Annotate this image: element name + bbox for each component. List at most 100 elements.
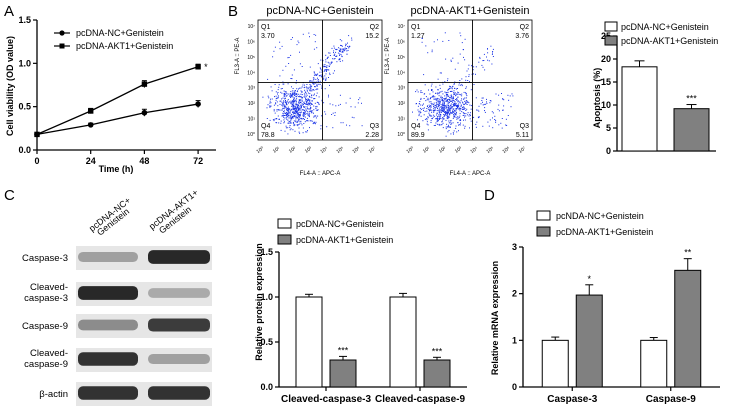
- flow-dot: [422, 120, 424, 122]
- flow-dot: [508, 99, 510, 101]
- flow-dot: [444, 81, 446, 83]
- flow-dot: [435, 99, 437, 101]
- flow-dot: [459, 94, 461, 96]
- flow-plot-frame: [257, 19, 383, 141]
- flow-dot: [299, 132, 301, 134]
- flow-dot: [282, 113, 284, 115]
- flow-dot: [313, 77, 315, 79]
- flow-dot: [453, 108, 455, 110]
- flow-dot: [287, 93, 289, 95]
- flow-dot: [279, 103, 281, 105]
- chart-a-point-akt1: [141, 81, 148, 87]
- flow-dot: [442, 108, 444, 110]
- flow-dot: [437, 104, 439, 106]
- chart-a-point-nc: [87, 122, 94, 128]
- flow-dot: [281, 92, 283, 94]
- flow-dot: [492, 56, 494, 57]
- flow-dot: [307, 107, 308, 109]
- flow-dot: [292, 92, 294, 94]
- flow-dot: [447, 108, 449, 110]
- flow-dot: [465, 97, 467, 99]
- flow-dot: [435, 86, 437, 88]
- blot-band: [78, 286, 138, 300]
- flow-dot: [438, 110, 440, 112]
- flow-dot: [446, 92, 448, 94]
- flow-dot: [438, 124, 440, 126]
- flow-dot: [324, 64, 326, 65]
- flow-dot: [295, 113, 297, 115]
- flow-dot: [295, 90, 296, 92]
- flow-dot: [307, 112, 309, 114]
- flow-dot: [424, 84, 426, 86]
- flow-dot: [281, 104, 283, 106]
- flow-dot: [442, 40, 444, 42]
- flow-dot: [279, 48, 281, 50]
- flow-dot: [439, 103, 441, 105]
- chart-c-xtick-label: Cleaved-caspase-3: [281, 394, 371, 405]
- flow-dot: [273, 50, 275, 52]
- flow-dot: [309, 116, 310, 118]
- flow-dot: [448, 40, 450, 41]
- flow-dot: [433, 102, 435, 104]
- flow-dot: [455, 108, 457, 109]
- flow-dot: [315, 34, 317, 36]
- flow-dot: [311, 95, 313, 97]
- flow-dot: [305, 120, 307, 122]
- flow-dot: [280, 88, 282, 90]
- flow-dot: [448, 107, 450, 108]
- flow-dot: [442, 100, 444, 102]
- chart-d-ytick-label: 0: [512, 382, 517, 392]
- flow-dot: [448, 89, 449, 91]
- flow-dot: [293, 105, 294, 106]
- flow-dot: [312, 89, 314, 90]
- flow-dot: [440, 118, 442, 120]
- flow-q1-value: 3.70: [261, 33, 275, 40]
- flow-dot: [292, 122, 294, 124]
- flow-dot: [316, 47, 318, 49]
- flow-dot: [482, 97, 484, 99]
- flow-dot: [299, 113, 301, 115]
- flow-dot: [272, 119, 274, 121]
- flow-dot: [449, 91, 451, 92]
- flow-dot: [304, 111, 306, 113]
- flow-dot: [442, 93, 444, 95]
- flow-dot: [336, 55, 337, 57]
- flow-dot: [481, 64, 483, 66]
- flow-dot: [459, 107, 461, 109]
- flow-dot: [290, 114, 292, 116]
- flow-xlabel: FL4-A :: APC-A: [300, 171, 341, 177]
- flow-dot: [439, 100, 441, 102]
- flow-dot: [483, 103, 485, 105]
- flow-dot: [314, 98, 316, 99]
- flow-dot: [306, 110, 308, 112]
- flow-dot: [418, 113, 420, 115]
- flow-dot: [432, 96, 434, 98]
- flow-dot: [440, 106, 442, 107]
- flow-dot: [292, 115, 294, 117]
- flow-dot: [269, 105, 271, 107]
- chart-c-ytick-label: 0.5: [260, 337, 273, 347]
- flow-dot: [338, 104, 340, 106]
- flow-dot: [433, 104, 435, 106]
- flow-dot: [269, 100, 271, 102]
- flow-dot: [291, 95, 293, 97]
- flow-dot: [450, 96, 452, 97]
- flow-dot: [323, 66, 325, 68]
- flow-ytick-label: 10⁰: [397, 132, 405, 138]
- flow-dot: [313, 94, 315, 96]
- flow-dot: [298, 103, 300, 105]
- flow-dot: [296, 98, 298, 100]
- flow-dot: [311, 120, 313, 122]
- flow-dot: [286, 92, 288, 94]
- flow-dot: [287, 127, 289, 129]
- flow-dot: [303, 106, 305, 108]
- flow-dot: [453, 105, 455, 107]
- flow-dot: [443, 107, 445, 109]
- flow-dot: [301, 104, 303, 106]
- flow-dot: [418, 103, 420, 105]
- flow-dot: [311, 103, 313, 105]
- flow-dot: [304, 96, 306, 98]
- flow-dot: [487, 48, 488, 50]
- flow-dot: [320, 128, 322, 130]
- flow-dot: [481, 100, 483, 101]
